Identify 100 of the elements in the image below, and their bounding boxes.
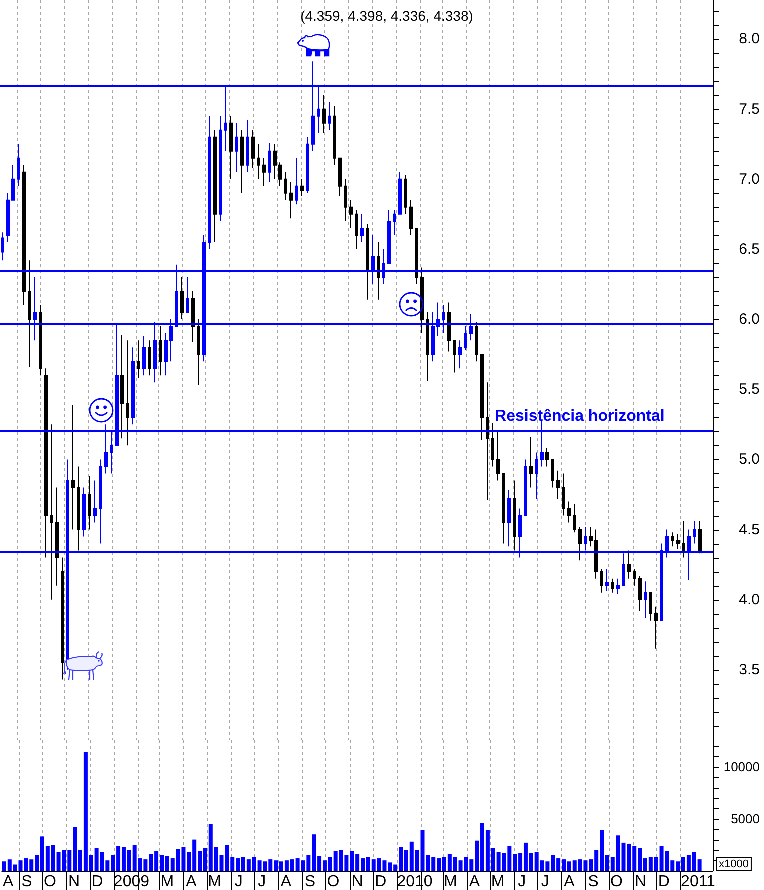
candlestick <box>349 200 353 229</box>
candlestick <box>409 200 413 236</box>
candlestick <box>186 277 189 314</box>
candlestick <box>1 232 4 262</box>
x-tick-label: S <box>304 874 316 890</box>
candlestick <box>480 354 484 441</box>
candlestick <box>600 568 603 594</box>
candlestick <box>633 568 636 586</box>
candlestick <box>611 578 614 594</box>
candlestick <box>426 312 429 382</box>
y-tick-label: 8.0 <box>739 30 760 48</box>
candlestick <box>229 116 233 180</box>
candlestick <box>496 431 500 482</box>
candlestick <box>137 340 140 379</box>
candlestick <box>387 210 391 264</box>
x-tick-label: 2011 <box>681 874 716 890</box>
candlestick <box>507 490 511 548</box>
y-tick-label: 7.5 <box>739 100 760 118</box>
candlestick <box>44 368 48 558</box>
y-tick-label: 6.5 <box>739 240 760 258</box>
candlestick <box>246 120 249 173</box>
x-tick-label: A <box>280 874 292 890</box>
candlestick <box>306 136 309 194</box>
x-tick-label: J <box>234 874 243 890</box>
x-tick-label: M <box>444 874 458 890</box>
candlestick <box>99 459 102 544</box>
candlestick <box>257 144 260 180</box>
candlestick <box>338 158 342 197</box>
candlestick <box>180 277 184 320</box>
candlestick <box>360 214 364 243</box>
candlestick <box>377 242 380 300</box>
candlestick <box>82 487 86 538</box>
candlestick <box>654 606 658 650</box>
candlestick <box>344 178 347 222</box>
x-tick-label: N <box>635 874 647 890</box>
candlestick <box>453 340 456 374</box>
candlestick <box>208 116 211 250</box>
candlestick <box>17 144 20 187</box>
x-tick-label: D <box>92 874 104 890</box>
x-tick-label: O <box>610 874 623 890</box>
x-tick-label: M <box>491 874 505 890</box>
x-tick-label: A <box>469 874 480 890</box>
x-tick-label: J <box>518 874 526 890</box>
text: (4.359, 4.398, 4.336, 4.338) <box>300 8 474 24</box>
candlestick <box>88 476 91 530</box>
candlestick <box>71 404 75 530</box>
candlestick <box>551 459 554 488</box>
x-tick-label: A <box>564 874 576 890</box>
candlestick <box>556 470 560 500</box>
candlestick <box>475 322 478 362</box>
candlestick <box>142 336 146 376</box>
candlestick <box>126 340 129 446</box>
candlestick <box>295 158 298 206</box>
y-tick-label: 7.0 <box>739 170 760 188</box>
candlestick <box>355 210 358 250</box>
candlestick <box>55 487 59 586</box>
candlestick <box>366 224 369 300</box>
x-tick-label: J <box>541 874 550 890</box>
candlestick <box>398 172 402 215</box>
candlestick <box>240 130 244 194</box>
candlestick <box>502 473 505 544</box>
candlestick <box>627 550 631 580</box>
candlestick <box>268 142 271 183</box>
candlestick <box>486 382 489 501</box>
y-tick-label: 4.0 <box>739 591 760 608</box>
candlestick <box>61 557 64 680</box>
candlestick <box>22 164 26 306</box>
candlestick <box>328 102 331 131</box>
y-tick-label: 5.0 <box>739 451 760 468</box>
x-tick-label: D <box>658 874 670 890</box>
x-tick-label: N <box>352 874 364 890</box>
candlestick <box>213 130 217 243</box>
text: x1000 <box>719 858 749 870</box>
x-tick-label: S <box>22 874 32 890</box>
candlestick <box>300 178 304 197</box>
x-tick-label: O <box>44 874 56 890</box>
x-tick-label: O <box>327 874 340 890</box>
candlestick <box>567 501 571 524</box>
candlestick <box>50 424 53 600</box>
candlestick <box>131 347 135 426</box>
candlestick <box>235 122 238 173</box>
candlestick <box>638 576 642 612</box>
candlestick <box>333 106 336 166</box>
candlestick <box>262 158 266 187</box>
candlestick <box>616 578 620 595</box>
y-tick-label: 10000 <box>724 760 760 775</box>
candlestick <box>524 459 527 516</box>
candlestick <box>573 504 576 534</box>
candlestick <box>393 210 396 236</box>
candlestick <box>676 533 680 550</box>
candlestick <box>649 592 652 622</box>
x-tick-label: S <box>588 874 599 890</box>
candlestick <box>77 466 80 552</box>
candlestick <box>693 520 696 544</box>
candlestick <box>28 260 31 368</box>
x-tick-label: N <box>68 874 80 890</box>
candlestick <box>93 480 97 524</box>
x-tick-label: M <box>208 874 222 890</box>
y-tick-label: 5000 <box>731 812 760 827</box>
candlestick <box>682 520 685 558</box>
